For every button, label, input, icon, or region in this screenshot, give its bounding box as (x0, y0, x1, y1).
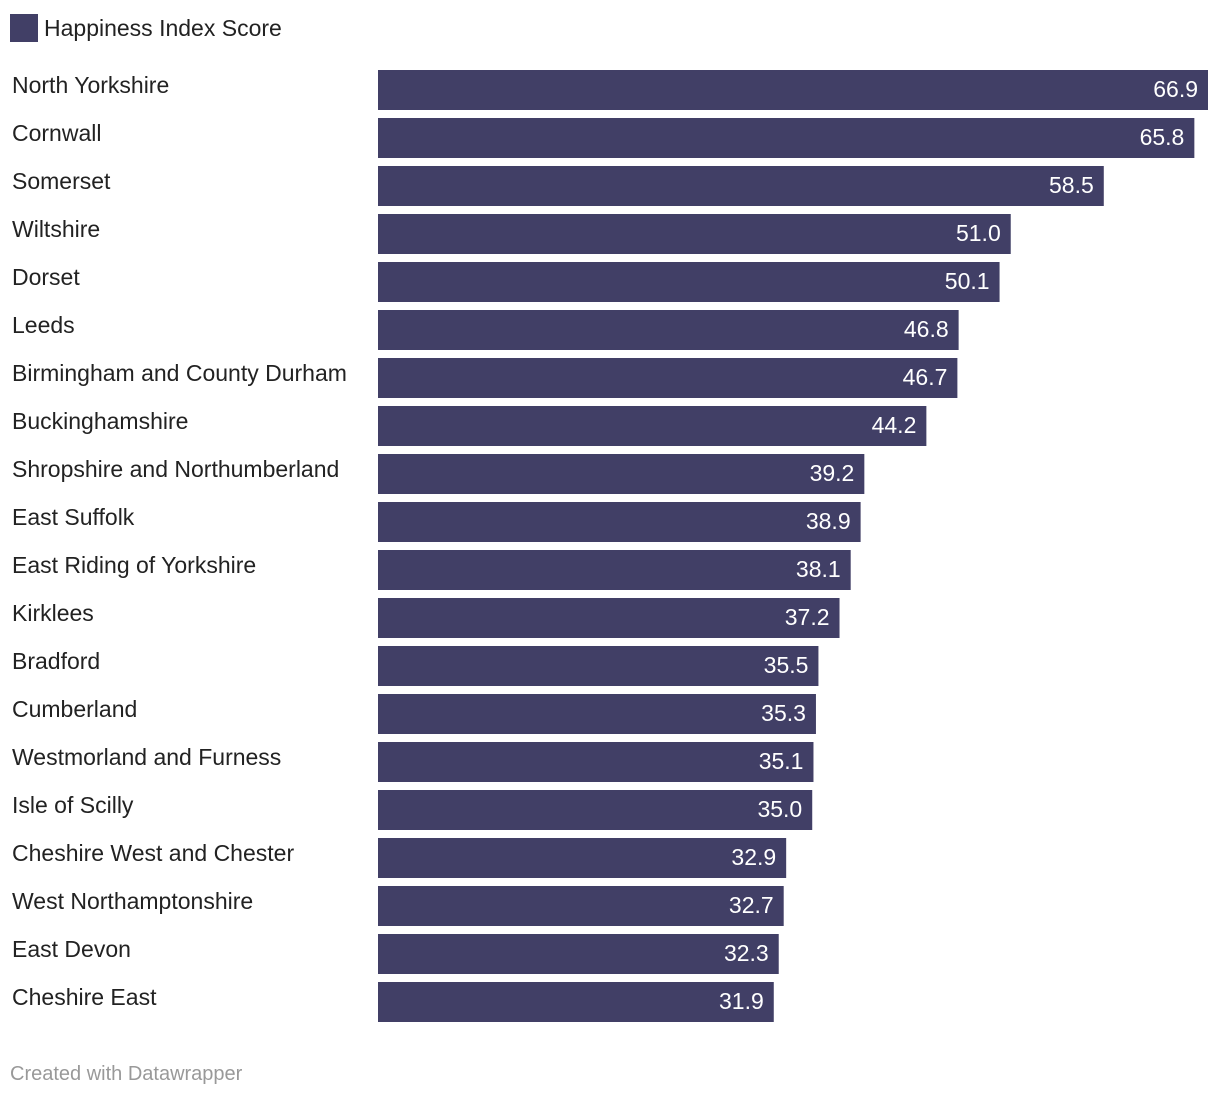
category-label: North Yorkshire (12, 72, 169, 98)
category-label: Cheshire East (12, 984, 157, 1010)
category-label: Kirklees (12, 600, 94, 626)
bar (378, 502, 861, 542)
bar-chart: North Yorkshire 66.9 Cornwall 65.8 Somerset 5… (12, 70, 1208, 1022)
bar (378, 982, 774, 1022)
category-label: Isle of Scilly (12, 792, 134, 818)
bar (378, 742, 814, 782)
category-label: East Riding of Yorkshire (12, 552, 256, 578)
bar (378, 454, 865, 494)
category-label: Wiltshire (12, 216, 100, 242)
bar (378, 358, 958, 398)
value-label: 32.9 (731, 844, 776, 870)
category-label: Leeds (12, 312, 75, 338)
value-label: 32.3 (724, 940, 769, 966)
bar (378, 934, 779, 974)
bar (378, 214, 1011, 254)
value-label: 35.0 (757, 796, 802, 822)
category-label: Dorset (12, 264, 80, 290)
bar (378, 694, 816, 734)
value-label: 44.2 (872, 412, 917, 438)
legend-label: Happiness Index Score (44, 15, 282, 41)
category-label: Birmingham and County Durham (12, 360, 347, 386)
value-label: 51.0 (956, 220, 1001, 246)
value-label: 38.9 (806, 508, 851, 534)
category-label: Buckinghamshire (12, 408, 188, 434)
value-label: 66.9 (1153, 76, 1198, 102)
footer-credit: Created with Datawrapper (10, 1063, 243, 1085)
category-label: East Suffolk (12, 504, 135, 530)
bar (378, 118, 1195, 158)
value-label: 35.1 (759, 748, 804, 774)
category-label: East Devon (12, 936, 131, 962)
bar (378, 646, 819, 686)
category-label: Cheshire West and Chester (12, 840, 294, 866)
bar (378, 550, 851, 590)
value-label: 46.7 (903, 364, 948, 390)
bar (378, 166, 1104, 206)
bar (378, 262, 1000, 302)
value-label: 50.1 (945, 268, 990, 294)
value-label: 39.2 (810, 460, 855, 486)
bar (378, 790, 813, 830)
value-label: 38.1 (796, 556, 841, 582)
bar (378, 838, 787, 878)
value-label: 37.2 (785, 604, 830, 630)
bar (378, 70, 1208, 110)
category-label: Cornwall (12, 120, 101, 146)
category-label: Bradford (12, 648, 100, 674)
category-label: West Northamptonshire (12, 888, 253, 914)
category-label: Cumberland (12, 696, 137, 722)
legend: Happiness Index Score (10, 14, 282, 42)
value-label: 35.3 (761, 700, 806, 726)
bar (378, 406, 927, 446)
value-label: 31.9 (719, 988, 764, 1014)
bar (378, 598, 840, 638)
bar (378, 886, 784, 926)
category-label: Shropshire and Northumberland (12, 456, 339, 482)
legend-swatch (10, 14, 38, 42)
value-label: 58.5 (1049, 172, 1094, 198)
value-label: 35.5 (764, 652, 809, 678)
value-label: 46.8 (904, 316, 949, 342)
category-label: Westmorland and Furness (12, 744, 281, 770)
category-label: Somerset (12, 168, 111, 194)
bar (378, 310, 959, 350)
value-label: 65.8 (1140, 124, 1185, 150)
value-label: 32.7 (729, 892, 774, 918)
